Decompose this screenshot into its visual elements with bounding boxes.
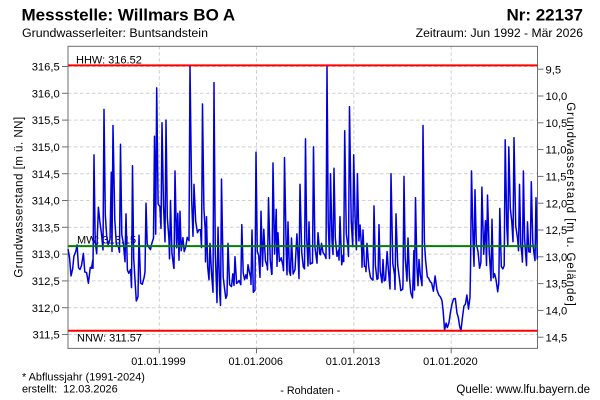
- svg-text:11,0: 11,0: [546, 145, 567, 157]
- svg-text:10,0: 10,0: [546, 91, 568, 103]
- svg-text:14,5: 14,5: [546, 332, 568, 344]
- svg-text:312,5: 312,5: [32, 276, 60, 288]
- svg-text:01.01.2013: 01.01.2013: [326, 356, 381, 368]
- svg-text:316,0: 316,0: [32, 88, 60, 100]
- svg-text:Grundwasserstand [m u. Gelände: Grundwasserstand [m u. Gelände]: [564, 102, 576, 307]
- svg-text:313,0: 313,0: [32, 249, 60, 261]
- svg-text:erstellt: 12.03.2026: erstellt: 12.03.2026: [22, 384, 118, 396]
- svg-text:MW: 313.15: MW: 313.15: [77, 235, 136, 247]
- svg-text:NNW: 311.57: NNW: 311.57: [77, 333, 142, 345]
- svg-text:01.01.2006: 01.01.2006: [228, 356, 283, 368]
- svg-text:HHW: 316.52: HHW: 316.52: [76, 54, 142, 66]
- svg-text:315,0: 315,0: [32, 142, 60, 154]
- svg-text:Grundwasserstand [m ü. NN]: Grundwasserstand [m ü. NN]: [14, 116, 26, 277]
- svg-text:315,5: 315,5: [32, 115, 60, 127]
- svg-text:Grundwasserleiter: Buntsandste: Grundwasserleiter: Buntsandstein: [22, 26, 208, 40]
- svg-text:13,0: 13,0: [546, 252, 568, 264]
- svg-text:316,5: 316,5: [32, 62, 60, 74]
- svg-text:14,0: 14,0: [546, 306, 568, 318]
- svg-text:312,0: 312,0: [32, 303, 60, 315]
- svg-text:01.01.1999: 01.01.1999: [131, 356, 186, 368]
- svg-text:11,5: 11,5: [546, 172, 567, 184]
- svg-text:13,5: 13,5: [546, 279, 568, 291]
- svg-text:Nr: 22137: Nr: 22137: [506, 6, 583, 25]
- svg-text:311,5: 311,5: [33, 330, 60, 342]
- svg-text:314,5: 314,5: [32, 169, 60, 181]
- svg-text:Messstelle: Willmars BO A: Messstelle: Willmars BO A: [22, 6, 236, 25]
- svg-text:Quelle: www.lfu.bayern.de: Quelle: www.lfu.bayern.de: [456, 384, 590, 396]
- svg-text:12,0: 12,0: [546, 198, 568, 210]
- svg-text:- Rohdaten -: - Rohdaten -: [280, 385, 340, 397]
- svg-text:313,5: 313,5: [32, 222, 60, 234]
- svg-text:10,5: 10,5: [546, 118, 568, 130]
- svg-text:01.01.2020: 01.01.2020: [423, 356, 478, 368]
- svg-text:Zeitraum: Jun 1992 - Mär 2026: Zeitraum: Jun 1992 - Mär 2026: [416, 26, 584, 40]
- svg-text:* Abflussjahr (1991-2024): * Abflussjahr (1991-2024): [22, 372, 145, 384]
- svg-text:314,0: 314,0: [32, 196, 60, 208]
- svg-text:12,5: 12,5: [546, 225, 568, 237]
- svg-text:9,5: 9,5: [546, 64, 562, 76]
